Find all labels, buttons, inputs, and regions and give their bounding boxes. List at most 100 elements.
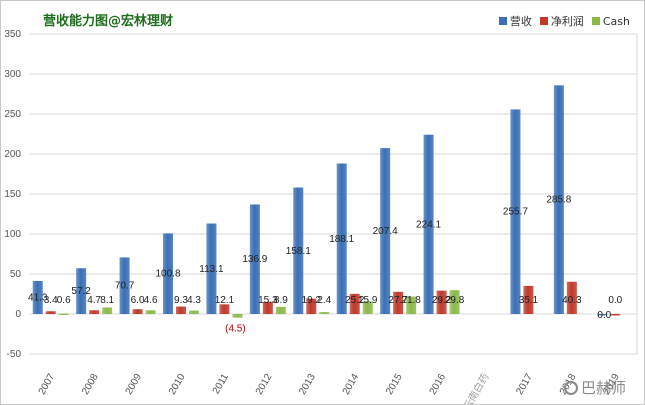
bar-profit [393,291,404,314]
bar-revenue [293,187,304,314]
bar-profit [436,290,447,314]
watermark: 巴赫师 [563,377,626,398]
bar-profit [45,311,56,314]
watermark-text: 巴赫师 [580,379,626,397]
bar-profit [566,281,577,314]
legend-label-revenue: 营收 [509,15,532,28]
legend-swatch-revenue [498,17,507,25]
data-label: 285.8 [546,195,571,206]
bar-cash [275,306,286,314]
data-label: 207.4 [373,226,398,237]
data-label: 8.9 [274,295,288,306]
bar-cash [406,296,417,314]
bar-revenue [380,148,391,314]
bar-profit [219,304,230,314]
x-tick-label: 2015 [384,372,405,397]
bar-cash [58,313,69,316]
bar-cash [145,310,156,314]
legend-item-profit: 净利润 [539,13,584,29]
y-tick-label: 250 [4,109,21,120]
data-label: 158.1 [286,246,311,257]
bar-revenue [553,85,564,314]
data-label: 2.4 [317,295,331,306]
data-label: 19.2 [302,295,322,306]
y-tick-label: 50 [10,269,22,280]
data-label: 9.3 [174,295,188,306]
y-tick-label: 300 [4,69,21,80]
data-label: 21.8 [401,295,421,306]
chart-title: 营收能力图@宏林理财 [43,14,174,29]
bar-cash [102,307,113,314]
data-label: 8.1 [100,295,114,306]
data-label: 25.2 [345,295,365,306]
x-tick-label: 2012 [254,372,275,397]
bar-profit [523,285,534,314]
data-label: 255.7 [503,207,528,218]
bar-profit [176,306,186,314]
data-label: 4.6 [144,295,158,306]
x-tick-label: 2016 [428,372,449,397]
data-label: 35.1 [519,295,539,306]
data-label: 3.4 [44,295,58,306]
data-label: 4.7 [87,295,101,306]
data-label: 100.8 [155,269,180,280]
data-label: 4.3 [187,295,201,306]
data-label: 29.2 [432,295,452,306]
legend-swatch-cash [591,17,600,25]
bar-cash [319,312,330,314]
x-tick-label: 2007 [37,372,58,397]
legend-label-cash: Cash [602,14,630,28]
bar-revenue [76,268,87,314]
data-label: 41.3 [28,292,48,303]
bar-profit [262,301,273,314]
data-label: 29.8 [445,295,465,306]
data-label: 15.3 [258,295,278,306]
bar-revenue [336,163,347,314]
data-label: 70.7 [115,281,135,292]
bar-revenue [423,134,434,314]
x-tick-label: 2017 [514,372,535,397]
data-label: (4.5) [225,324,246,335]
y-tick-label: 0 [15,309,21,320]
bar-profit [89,310,100,314]
bar-cash [189,310,199,314]
watermark-logo-icon [563,380,578,395]
bar-revenue [119,257,130,314]
data-label: 136.9 [242,254,267,265]
data-label: 15.9 [358,295,378,306]
data-label: 224.1 [416,219,441,230]
legend-item-revenue: 营收 [498,13,532,29]
bar-revenue [597,314,608,316]
bar-revenue [510,109,521,314]
bar-cash [232,314,243,318]
data-label: 12.1 [215,295,235,306]
bar-cash [362,301,373,314]
y-tick-label: -50 [7,349,22,360]
data-label: 57.2 [71,286,91,297]
data-label: 0.0 [597,310,611,321]
y-tick-label: 200 [4,149,21,160]
data-label: 27.7 [388,295,408,306]
legend-label-profit: 净利润 [550,15,584,28]
bar-revenue [32,280,43,314]
bar-revenue [163,233,173,314]
x-tick-label: 2013 [297,372,318,397]
legend-swatch-profit [539,17,548,25]
data-label: 0.0 [608,295,622,306]
bar-cash [449,290,460,314]
x-tick-label: 2010 [167,372,188,397]
x-tick-label: 云南白药 [460,371,491,404]
bar-revenue [206,223,217,314]
y-tick-label: 100 [4,229,21,240]
x-tick-label: 2014 [341,372,362,397]
bar-revenue [249,204,260,314]
data-label: 40.3 [562,295,582,306]
x-tick-label: 2009 [124,372,145,397]
bar-profit [610,314,621,316]
y-tick-label: 150 [4,189,21,200]
x-tick-label: 2008 [80,372,101,397]
y-tick-label: 350 [4,29,21,40]
chart-legend: 营收 净利润 Cash [498,13,630,29]
